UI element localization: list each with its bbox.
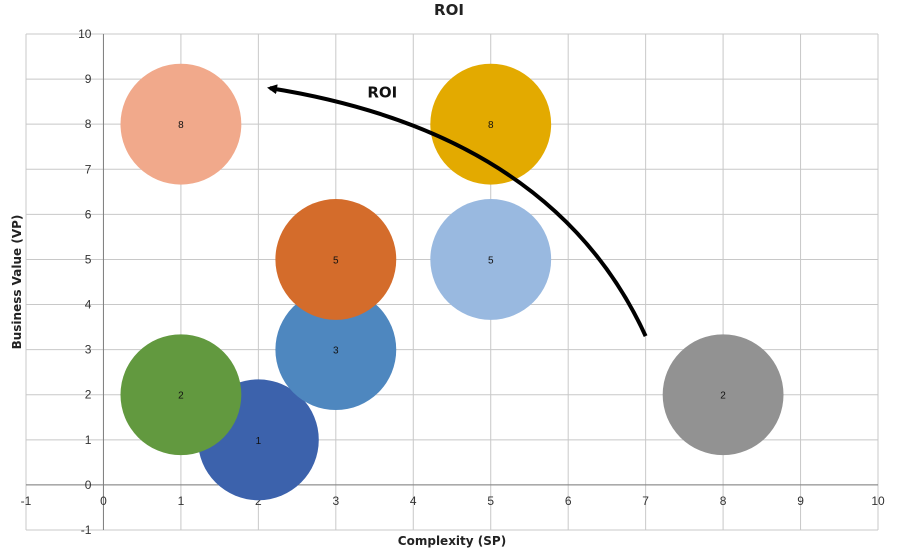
x-tick-label-6: 5 [487,494,494,508]
x-tick-label-7: 6 [565,494,572,508]
bubble-4 [430,199,552,320]
y-tick-label-8: 7 [85,162,92,176]
bubble-7 [662,334,784,456]
y-tick-label-2: 1 [85,433,92,447]
bubble-label-6: 8 [488,120,494,131]
bubble-label-0: 1 [256,436,262,447]
y-tick-label-0: -1 [81,523,92,537]
bubble-6 [430,63,552,185]
x-tick-label-8: 7 [642,494,649,508]
y-tick-label-9: 8 [85,117,92,131]
bubble-label-7: 2 [720,391,726,402]
x-tick-label-1: 0 [100,494,107,508]
x-tick-label-5: 4 [410,494,417,508]
x-tick-label-0: -1 [21,494,32,508]
x-tick-label-3: 2 [255,494,262,508]
roi-arrow [267,84,648,337]
bubble-label-4: 5 [488,255,494,266]
y-tick-label-6: 5 [85,252,92,266]
y-tick-label-1: 0 [85,478,92,492]
x-axis-label: Complexity (SP) [398,534,506,548]
bubble-5 [120,63,242,185]
x-tick-label-9: 8 [720,494,727,508]
y-tick-label-7: 6 [85,207,92,221]
y-tick-label-4: 3 [85,343,92,357]
bubble-label-5: 8 [178,120,184,131]
x-tick-label-2: 1 [178,494,185,508]
bubble-1 [120,334,242,456]
x-tick-label-10: 9 [797,494,804,508]
bubble-2 [275,289,397,411]
bubble-layer: 1 2 3 5 5 8 8 2 [120,63,784,501]
axis-layer: -1 0 1 2 3 4 5 6 7 8 9 10 -1 0 1 2 3 4 5 6 7 8 9 10 [21,27,885,537]
chart-title: ROI [434,1,464,19]
y-tick-label-3: 2 [85,388,92,402]
y-tick-label-5: 4 [85,298,92,312]
bubble-3 [275,199,397,320]
x-tick-label-11: 10 [871,494,885,508]
y-tick-label-11: 10 [78,27,92,41]
annotation-layer: ROI [267,84,648,337]
x-tick-label-4: 3 [332,494,339,508]
y-axis-label: Business Value (VP) [10,215,24,350]
bubble-label-1: 2 [178,391,184,402]
roi-annotation-label: ROI [367,84,397,102]
bubble-label-2: 3 [333,346,339,357]
bubble-label-3: 5 [333,255,339,266]
y-tick-label-10: 9 [85,72,92,86]
